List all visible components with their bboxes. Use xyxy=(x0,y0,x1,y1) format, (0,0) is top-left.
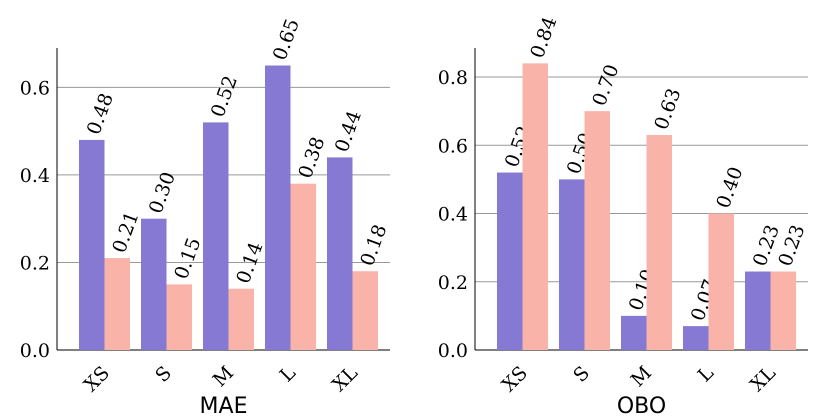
bar-value-label: 0.40 xyxy=(712,164,747,211)
y-tick-label: 0.8 xyxy=(438,67,468,89)
bar-value-label: 0.70 xyxy=(588,62,623,109)
bar-value-label: 0.44 xyxy=(331,108,366,155)
y-tick-label: 0.4 xyxy=(20,165,50,187)
bar-l-series-1 xyxy=(683,326,709,350)
bar-m-series-2 xyxy=(646,135,672,350)
bar-value-label: 0.63 xyxy=(650,85,685,132)
bar-value-label: 0.84 xyxy=(526,14,561,61)
bar-m-series-1 xyxy=(621,315,647,350)
bar-s-series-1 xyxy=(559,179,585,350)
bar-m-series-1 xyxy=(203,122,229,351)
bar-xs-series-2 xyxy=(522,63,548,351)
bar-l-series-2 xyxy=(708,213,734,350)
y-tick-label: 0.6 xyxy=(438,135,468,157)
bar-value-label: 0.38 xyxy=(294,134,329,181)
x-tick-label: S xyxy=(151,362,176,387)
bar-xl-series-1 xyxy=(327,157,353,350)
bar-value-label: 0.65 xyxy=(269,16,304,63)
y-tick-label: 0.4 xyxy=(438,204,468,226)
bar-value-label: 0.48 xyxy=(83,90,118,137)
bar-s-series-1 xyxy=(141,218,167,350)
x-axis-title: OBO xyxy=(617,394,666,418)
bar-s-series-2 xyxy=(584,111,610,350)
bar-l-series-2 xyxy=(290,183,316,350)
x-tick-label: M xyxy=(209,362,238,391)
x-tick-label: L xyxy=(276,362,301,387)
x-tick-label: XL xyxy=(746,362,780,396)
bar-l-series-1 xyxy=(265,65,291,350)
bar-xs-series-1 xyxy=(79,139,105,350)
bar-s-series-2 xyxy=(166,284,192,350)
chart-panel-obo: 0.00.20.40.60.80.52 0.500.10 0.070.230.840… xyxy=(438,14,810,418)
y-tick-label: 0.2 xyxy=(438,272,468,294)
y-tick-label: 0.2 xyxy=(20,252,50,274)
bar-value-label: 0.18 xyxy=(356,222,391,269)
bar-value-label: 0.52 xyxy=(207,73,242,120)
x-tick-label: M xyxy=(627,362,656,391)
bar-m-series-2 xyxy=(228,288,254,350)
y-tick-label: 0.6 xyxy=(20,77,50,99)
bar-xl-series-2 xyxy=(352,271,378,350)
x-tick-label: XS xyxy=(498,362,532,396)
bar-value-label: 0.15 xyxy=(170,235,205,282)
x-tick-label: L xyxy=(694,362,719,387)
bar-xs-series-1 xyxy=(497,172,523,350)
y-tick-label: 0.0 xyxy=(20,340,50,362)
x-tick-label: S xyxy=(569,362,594,387)
x-axis-title: MAE xyxy=(200,394,248,418)
x-tick-label: XL xyxy=(328,362,362,396)
bar-value-label: 0.30 xyxy=(145,169,180,216)
bar-xl-series-1 xyxy=(745,271,771,350)
bar-xs-series-2 xyxy=(104,258,130,350)
bar-xl-series-2 xyxy=(770,271,796,350)
x-tick-label: XS xyxy=(80,362,114,396)
chart-panel-mae: 0.0 0.2 0.4 0.6 0.48 0.30 0.52 0.65 0.44 0.21 0.15… xyxy=(20,16,392,418)
bar-value-label: 0.21 xyxy=(108,209,143,256)
y-tick-label: 0.0 xyxy=(438,340,468,362)
